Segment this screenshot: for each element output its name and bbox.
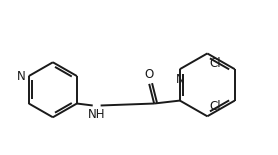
Text: O: O — [145, 68, 154, 81]
Text: N: N — [17, 70, 26, 82]
Text: N: N — [175, 73, 184, 86]
Text: NH: NH — [88, 108, 105, 121]
Text: Cl: Cl — [209, 57, 221, 70]
Text: Cl: Cl — [209, 100, 221, 113]
